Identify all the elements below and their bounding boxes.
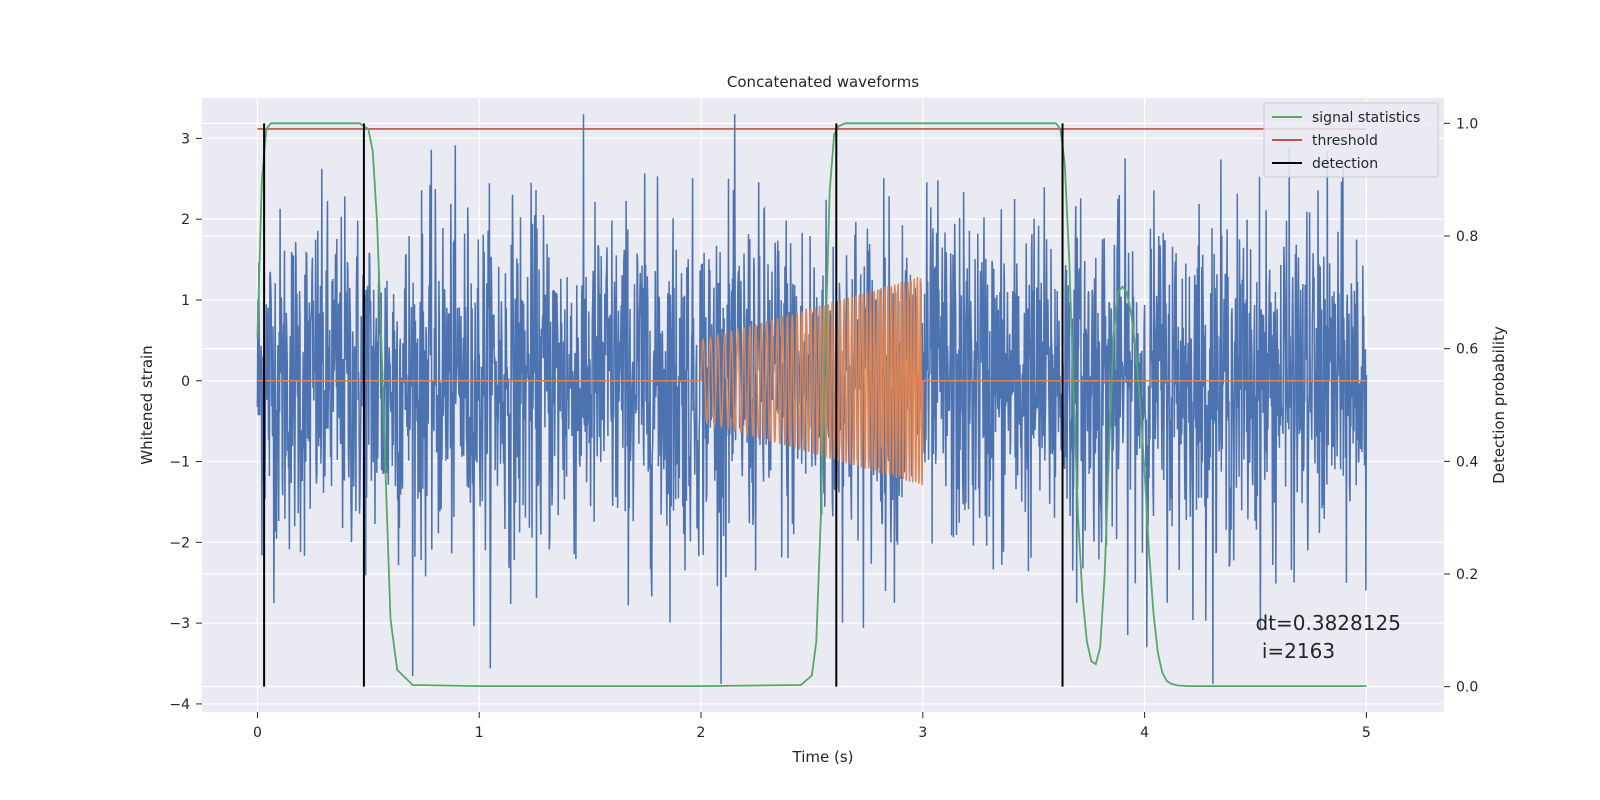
x-tick-label: 5 <box>1362 725 1371 741</box>
y-tick-label: −1 <box>169 455 190 471</box>
x-tick-label: 3 <box>918 725 927 741</box>
x-axis-label: Time (s) <box>792 748 854 766</box>
annotation-i: i=2163 <box>1255 639 1335 663</box>
x-tick-label: 1 <box>475 725 484 741</box>
y2-tick-label: 0.4 <box>1456 454 1478 470</box>
legend: signal statistics threshold detection <box>1263 102 1439 178</box>
chart-title: Concatenated waveforms <box>727 73 919 91</box>
injection-series <box>257 277 1367 486</box>
y-tick-label: 0 <box>181 374 190 390</box>
x-tick-label: 2 <box>697 725 706 741</box>
y-tick-label: −3 <box>169 616 190 632</box>
y2-tick-label: 0.2 <box>1456 567 1478 583</box>
legend-label: detection <box>1312 156 1378 172</box>
y-tick-label: 1 <box>181 293 190 309</box>
y-tick-label: 3 <box>181 131 190 147</box>
y2-tick-label: 0.0 <box>1456 680 1478 696</box>
x-tick-label: 4 <box>1140 725 1149 741</box>
y-tick-label: 2 <box>181 212 190 228</box>
y-axis-label: Whitened strain <box>138 345 156 464</box>
axis-ticks: 0 1 2 3 4 5 −4 −3 −2 −1 0 1 2 3 0.0 0.2 0.4 0.6 0.8 1.0 <box>169 116 1478 741</box>
legend-label: threshold <box>1312 133 1378 149</box>
legend-label: signal statistics <box>1312 110 1420 126</box>
y2-tick-label: 0.6 <box>1456 342 1478 358</box>
annotation-dt: dt=0.3828125 <box>1255 611 1400 635</box>
y2-tick-label: 1.0 <box>1456 116 1478 132</box>
y-tick-label: −4 <box>169 697 190 713</box>
y2-tick-label: 0.8 <box>1456 229 1478 245</box>
strain-series <box>256 114 1368 684</box>
plot-area <box>256 114 1368 687</box>
signal-statistics-line <box>256 122 1367 687</box>
x-tick-label: 0 <box>253 725 262 741</box>
y2-axis-label: Detection probability <box>1490 326 1508 484</box>
legend-box <box>1263 102 1439 178</box>
y-tick-label: −2 <box>169 535 190 551</box>
